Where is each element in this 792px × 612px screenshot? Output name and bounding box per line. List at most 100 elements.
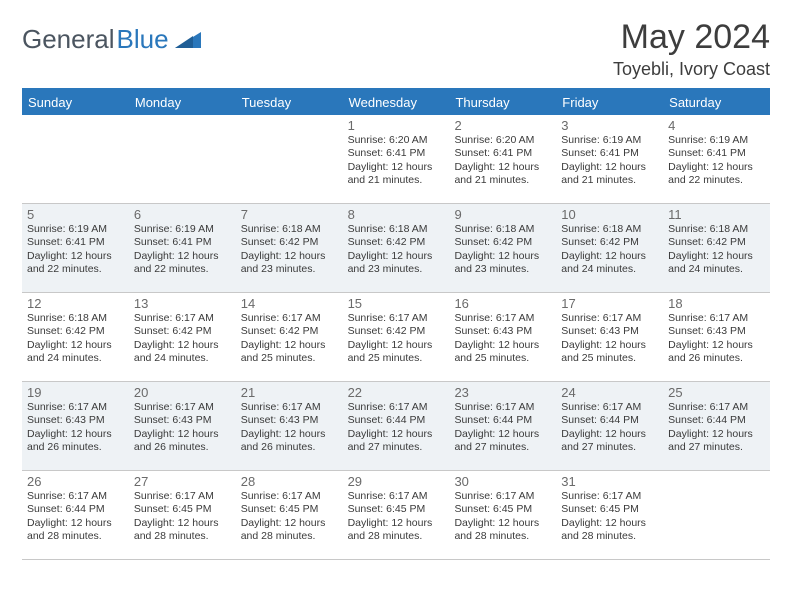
sunrise-text: Sunrise: 6:19 AM	[27, 223, 124, 236]
sunrise-text: Sunrise: 6:18 AM	[668, 223, 765, 236]
day-cell: 12Sunrise: 6:18 AMSunset: 6:42 PMDayligh…	[22, 293, 129, 381]
day-info: Sunrise: 6:17 AMSunset: 6:43 PMDaylight:…	[134, 401, 231, 455]
sunset-text: Sunset: 6:41 PM	[454, 147, 551, 160]
sunrise-text: Sunrise: 6:17 AM	[241, 490, 338, 503]
sunrise-text: Sunrise: 6:17 AM	[27, 490, 124, 503]
day-number: 10	[561, 207, 658, 222]
sunset-text: Sunset: 6:45 PM	[348, 503, 445, 516]
daylight-text: Daylight: 12 hours and 25 minutes.	[561, 339, 658, 366]
sunrise-text: Sunrise: 6:20 AM	[348, 134, 445, 147]
sunrise-text: Sunrise: 6:17 AM	[668, 401, 765, 414]
daylight-text: Daylight: 12 hours and 25 minutes.	[241, 339, 338, 366]
day-info: Sunrise: 6:17 AMSunset: 6:43 PMDaylight:…	[668, 312, 765, 366]
day-cell	[129, 115, 236, 203]
day-cell: 19Sunrise: 6:17 AMSunset: 6:43 PMDayligh…	[22, 382, 129, 470]
sunset-text: Sunset: 6:41 PM	[134, 236, 231, 249]
day-number: 13	[134, 296, 231, 311]
sunset-text: Sunset: 6:42 PM	[241, 236, 338, 249]
day-header: Sunday	[22, 90, 129, 115]
day-number: 18	[668, 296, 765, 311]
day-info: Sunrise: 6:17 AMSunset: 6:42 PMDaylight:…	[348, 312, 445, 366]
day-number: 5	[27, 207, 124, 222]
sunset-text: Sunset: 6:41 PM	[668, 147, 765, 160]
day-cell: 24Sunrise: 6:17 AMSunset: 6:44 PMDayligh…	[556, 382, 663, 470]
day-cell: 9Sunrise: 6:18 AMSunset: 6:42 PMDaylight…	[449, 204, 556, 292]
daylight-text: Daylight: 12 hours and 24 minutes.	[134, 339, 231, 366]
daylight-text: Daylight: 12 hours and 21 minutes.	[348, 161, 445, 188]
sunrise-text: Sunrise: 6:17 AM	[27, 401, 124, 414]
sunrise-text: Sunrise: 6:17 AM	[668, 312, 765, 325]
sunrise-text: Sunrise: 6:17 AM	[348, 312, 445, 325]
week-row: 26Sunrise: 6:17 AMSunset: 6:44 PMDayligh…	[22, 471, 770, 560]
day-header: Friday	[556, 90, 663, 115]
day-info: Sunrise: 6:20 AMSunset: 6:41 PMDaylight:…	[348, 134, 445, 188]
day-info: Sunrise: 6:19 AMSunset: 6:41 PMDaylight:…	[668, 134, 765, 188]
day-number: 31	[561, 474, 658, 489]
weeks-container: 1Sunrise: 6:20 AMSunset: 6:41 PMDaylight…	[22, 115, 770, 560]
sunrise-text: Sunrise: 6:19 AM	[668, 134, 765, 147]
sunset-text: Sunset: 6:43 PM	[134, 414, 231, 427]
daylight-text: Daylight: 12 hours and 28 minutes.	[561, 517, 658, 544]
day-header: Wednesday	[343, 90, 450, 115]
daylight-text: Daylight: 12 hours and 22 minutes.	[134, 250, 231, 277]
day-cell: 18Sunrise: 6:17 AMSunset: 6:43 PMDayligh…	[663, 293, 770, 381]
day-number: 14	[241, 296, 338, 311]
day-info: Sunrise: 6:17 AMSunset: 6:42 PMDaylight:…	[134, 312, 231, 366]
sunrise-text: Sunrise: 6:18 AM	[454, 223, 551, 236]
day-cell: 31Sunrise: 6:17 AMSunset: 6:45 PMDayligh…	[556, 471, 663, 559]
sunset-text: Sunset: 6:45 PM	[561, 503, 658, 516]
day-number: 12	[27, 296, 124, 311]
day-cell	[236, 115, 343, 203]
day-info: Sunrise: 6:18 AMSunset: 6:42 PMDaylight:…	[348, 223, 445, 277]
sunset-text: Sunset: 6:42 PM	[668, 236, 765, 249]
sunset-text: Sunset: 6:41 PM	[561, 147, 658, 160]
sunrise-text: Sunrise: 6:17 AM	[561, 490, 658, 503]
day-cell: 13Sunrise: 6:17 AMSunset: 6:42 PMDayligh…	[129, 293, 236, 381]
day-header: Thursday	[449, 90, 556, 115]
sunset-text: Sunset: 6:44 PM	[454, 414, 551, 427]
sunset-text: Sunset: 6:45 PM	[241, 503, 338, 516]
day-number: 1	[348, 118, 445, 133]
day-info: Sunrise: 6:20 AMSunset: 6:41 PMDaylight:…	[454, 134, 551, 188]
day-cell: 1Sunrise: 6:20 AMSunset: 6:41 PMDaylight…	[343, 115, 450, 203]
day-number: 21	[241, 385, 338, 400]
brand-part2: Blue	[117, 24, 169, 55]
day-number: 3	[561, 118, 658, 133]
sunset-text: Sunset: 6:42 PM	[561, 236, 658, 249]
day-info: Sunrise: 6:17 AMSunset: 6:45 PMDaylight:…	[561, 490, 658, 544]
sunset-text: Sunset: 6:42 PM	[27, 325, 124, 338]
daylight-text: Daylight: 12 hours and 27 minutes.	[454, 428, 551, 455]
sunset-text: Sunset: 6:45 PM	[134, 503, 231, 516]
sunset-text: Sunset: 6:44 PM	[668, 414, 765, 427]
day-number: 28	[241, 474, 338, 489]
day-info: Sunrise: 6:18 AMSunset: 6:42 PMDaylight:…	[454, 223, 551, 277]
day-info: Sunrise: 6:17 AMSunset: 6:42 PMDaylight:…	[241, 312, 338, 366]
daylight-text: Daylight: 12 hours and 25 minutes.	[454, 339, 551, 366]
title-block: May 2024 Toyebli, Ivory Coast	[613, 18, 770, 80]
day-cell: 17Sunrise: 6:17 AMSunset: 6:43 PMDayligh…	[556, 293, 663, 381]
location-subtitle: Toyebli, Ivory Coast	[613, 59, 770, 80]
day-number: 23	[454, 385, 551, 400]
daylight-text: Daylight: 12 hours and 25 minutes.	[348, 339, 445, 366]
day-info: Sunrise: 6:17 AMSunset: 6:45 PMDaylight:…	[241, 490, 338, 544]
day-info: Sunrise: 6:17 AMSunset: 6:45 PMDaylight:…	[348, 490, 445, 544]
day-cell: 25Sunrise: 6:17 AMSunset: 6:44 PMDayligh…	[663, 382, 770, 470]
sunset-text: Sunset: 6:43 PM	[27, 414, 124, 427]
daylight-text: Daylight: 12 hours and 22 minutes.	[668, 161, 765, 188]
day-cell	[22, 115, 129, 203]
daylight-text: Daylight: 12 hours and 23 minutes.	[241, 250, 338, 277]
sunrise-text: Sunrise: 6:17 AM	[134, 490, 231, 503]
day-number: 8	[348, 207, 445, 222]
daylight-text: Daylight: 12 hours and 26 minutes.	[134, 428, 231, 455]
day-number: 26	[27, 474, 124, 489]
sunset-text: Sunset: 6:42 PM	[134, 325, 231, 338]
day-number: 9	[454, 207, 551, 222]
daylight-text: Daylight: 12 hours and 26 minutes.	[27, 428, 124, 455]
day-info: Sunrise: 6:17 AMSunset: 6:43 PMDaylight:…	[241, 401, 338, 455]
daylight-text: Daylight: 12 hours and 22 minutes.	[27, 250, 124, 277]
sunrise-text: Sunrise: 6:18 AM	[561, 223, 658, 236]
daylight-text: Daylight: 12 hours and 27 minutes.	[561, 428, 658, 455]
day-header-row: SundayMondayTuesdayWednesdayThursdayFrid…	[22, 90, 770, 115]
day-info: Sunrise: 6:19 AMSunset: 6:41 PMDaylight:…	[134, 223, 231, 277]
sunrise-text: Sunrise: 6:18 AM	[241, 223, 338, 236]
